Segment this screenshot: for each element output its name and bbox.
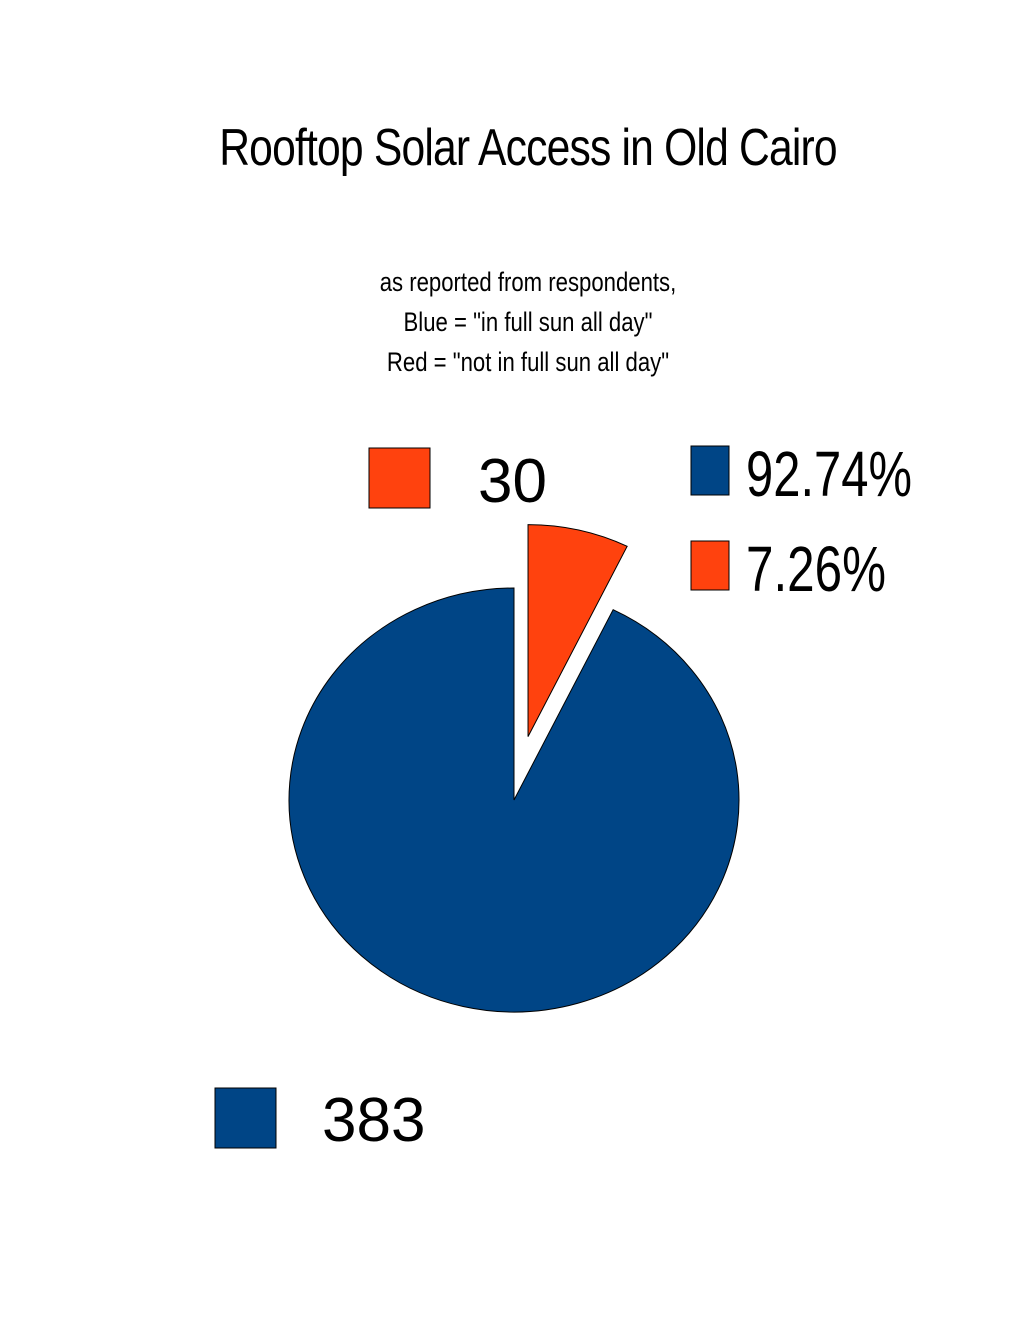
value-label-swatch-blue: [214, 1087, 277, 1149]
value-label-red: 30: [478, 447, 547, 516]
legend-label-red: 7.26%: [746, 533, 886, 605]
chart-subtitle: as reported from respondents, Blue = "in…: [95, 262, 961, 382]
value-label-swatch-red: [368, 447, 431, 509]
legend-swatch-blue: [690, 445, 730, 496]
subtitle-line-2: Blue = "in full sun all day": [403, 307, 653, 337]
pie-slice-red: [527, 524, 628, 737]
legend: 92.74% 7.26%: [690, 438, 912, 605]
subtitle-line-1: as reported from respondents,: [379, 267, 677, 297]
value-label-blue: 383: [322, 1086, 425, 1155]
legend-swatch-red: [690, 540, 730, 591]
subtitle-line-3: Red = "not in full sun all day": [386, 347, 670, 377]
legend-label-blue: 92.74%: [746, 438, 912, 510]
chart-title: Rooftop Solar Access in Old Cairo: [219, 119, 837, 177]
pie-slice-blue: [288, 587, 740, 1013]
